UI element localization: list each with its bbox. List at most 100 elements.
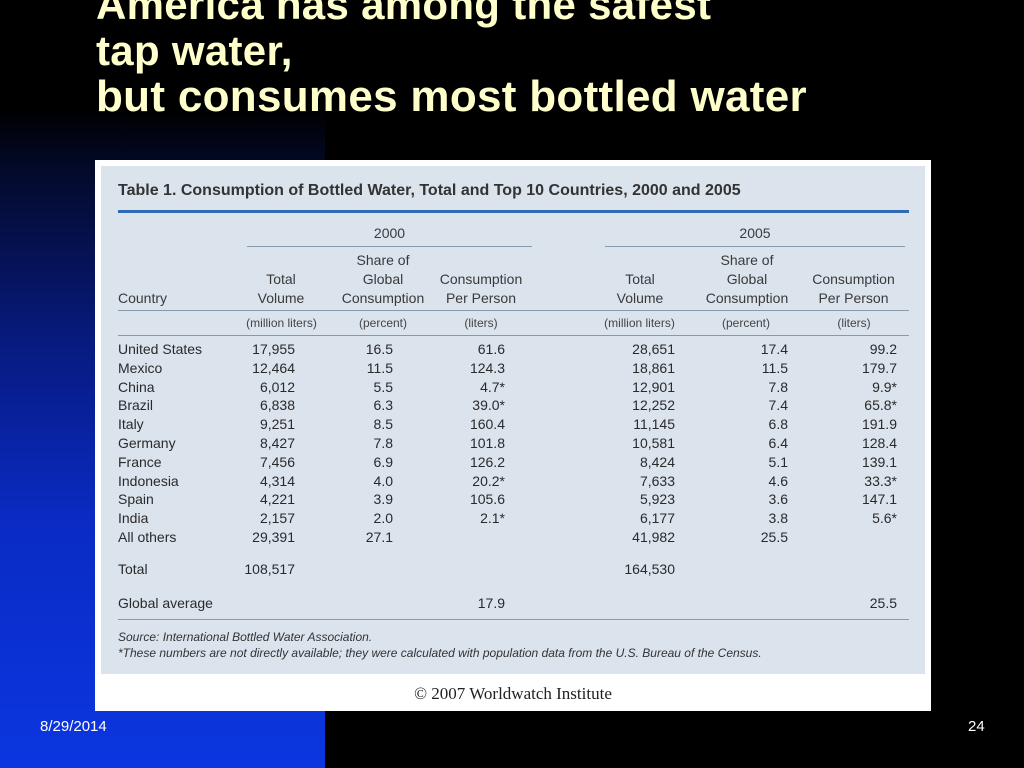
column-header-share-2005: Share of Global Consumption [697,251,797,308]
table-cell: 3.8 [768,510,788,526]
column-header-consumption-2005: Consumption Per Person [801,270,906,308]
table-cell: 25.5 [869,595,897,611]
table-cell: 7,456 [259,454,295,470]
row-label: Mexico [118,360,163,376]
slide-page-number: 24 [968,718,985,735]
table-cell: 7.4 [768,397,788,413]
footer-rule [118,619,909,620]
column-header-total-line1: Total [625,271,655,287]
table-cell: 8,424 [639,454,675,470]
unit-share-2000: (percent) [358,316,408,330]
table-row: Indonesia 4,314 4.0 20.2* 7,633 4.6 33.3* [101,473,925,491]
table-row: Germany 8,427 7.8 101.8 10,581 6.4 128.4 [101,435,925,453]
table-cell: 9,251 [259,416,295,432]
table-cell: 11.5 [366,360,393,376]
unit-total-2000: (million liters) [246,316,317,330]
table-cell: 65.8* [864,397,897,413]
column-header-country: Country [118,290,168,306]
row-label: Spain [118,491,154,507]
table-source: Source: International Bottled Water Asso… [118,630,373,644]
column-header-share-line1: Share of [720,252,774,268]
row-label: Global average [118,595,213,611]
table-cell: 3.9 [373,491,393,507]
table-cell: 25.5 [760,529,788,545]
slide-title-line-1: America has among the safest [96,0,712,28]
column-header-share-line1: Share of [356,252,410,268]
column-header-consumption-line2: Per Person [445,290,517,306]
column-header-share-line3: Consumption [705,290,789,306]
column-header-total-2005: Total Volume [600,270,680,308]
table-row: India 2,157 2.0 2.1* 6,177 3.8 5.6* [101,510,925,528]
table-cell: 5.6* [872,510,897,526]
row-label: Germany [118,435,176,451]
table-cell: 6.4 [768,435,788,451]
table-row: All others 29,391 27.1 41,982 25.5 [101,529,925,547]
table-row: France 7,456 6.9 126.2 8,424 5.1 139.1 [101,454,925,472]
table-cell: 5,923 [639,491,675,507]
table-cell: 9.9* [872,379,897,395]
slide-title-line-2: tap water, [96,27,293,74]
row-label: France [118,454,162,470]
column-header-consumption-line2: Per Person [818,290,889,306]
table-cell: 126.2 [469,454,505,470]
table-cell: 18,861 [632,360,675,376]
table-cell: 7.8 [373,435,393,451]
copyright-notice: © 2007 Worldwatch Institute [414,684,612,703]
table-cell: 4,221 [259,491,295,507]
table-cell: 16.5 [365,341,393,357]
row-label: Brazil [118,397,154,413]
column-header-consumption-line1: Consumption [439,271,523,287]
unit-total-2005: (million liters) [604,316,675,330]
table-row: Spain 4,221 3.9 105.6 5,923 3.6 147.1 [101,491,925,509]
table-cell: 128.4 [861,435,897,451]
table-cell: 2.1* [480,510,505,526]
table-row: United States 17,955 16.5 61.6 28,651 17.4 99.… [101,341,925,359]
table-cell: 6,177 [639,510,675,526]
table-cell: 4,314 [259,473,295,489]
table-cell: 2,157 [259,510,295,526]
table-cell: 7.8 [768,379,788,395]
table-cell: 6.3 [373,397,393,413]
table-cell: 12,464 [252,360,295,376]
table-cell: 33.3* [864,473,897,489]
table-cell: 6.9 [373,454,393,470]
column-header-total-line1: Total [266,271,296,287]
row-label: Total [118,561,148,577]
table-row-global-average: Global average 17.9 25.5 [101,595,925,613]
column-header-share-line3: Consumption [341,290,425,306]
table-cell: 191.9 [861,416,897,432]
table-cell: 11,145 [633,416,675,432]
table-cell: 160.4 [469,416,505,432]
row-label: Indonesia [118,473,179,489]
table-row: Italy 9,251 8.5 160.4 11,145 6.8 191.9 [101,416,925,434]
year-2005-rule [605,246,905,247]
column-header-share-line2: Global [362,271,404,287]
table-title-rule [118,210,909,213]
table-cell: 5.5 [373,379,393,395]
row-label: United States [118,341,203,357]
table-cell: 61.6 [477,341,505,357]
table-cell: 27.1 [365,529,393,545]
table-image: Table 1. Consumption of Bottled Water, T… [95,160,931,711]
table-cell: 139.1 [861,454,897,470]
table-cell: 4.7* [480,379,505,395]
table-title: Table 1. Consumption of Bottled Water, T… [118,182,741,199]
table-row: Brazil 6,838 6.3 39.0* 12,252 7.4 65.8* [101,397,925,415]
header-rule [118,310,909,311]
table-cell: 10,581 [632,435,675,451]
table-cell: 3.6 [768,491,788,507]
unit-share-2005: (percent) [721,316,771,330]
table-row: China 6,012 5.5 4.7* 12,901 7.8 9.9* [101,379,925,397]
column-header-total-2000: Total Volume [241,270,321,308]
column-header-total-line2: Volume [257,290,305,306]
table-cell: 7,633 [639,473,675,489]
units-rule [118,335,909,336]
table-cell: 101.8 [469,435,505,451]
table-cell: 17.4 [760,341,788,357]
unit-consumption-2000: (liters) [464,316,498,330]
table-cell: 28,651 [632,341,675,357]
table-cell: 105.6 [469,491,505,507]
table-row-total: Total 108,517 164,530 [101,561,925,579]
column-header-share-2000: Share of Global Consumption [333,251,433,308]
row-label: India [118,510,149,526]
